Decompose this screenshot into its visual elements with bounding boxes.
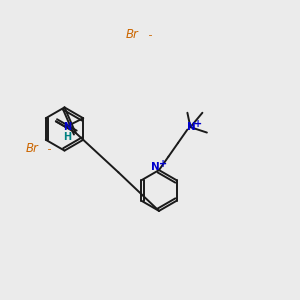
Text: Br: Br [26, 142, 38, 155]
Text: -: - [145, 29, 152, 40]
Text: N: N [151, 162, 160, 172]
Text: -: - [44, 143, 52, 154]
Text: Br: Br [126, 28, 139, 41]
Text: +: + [194, 119, 202, 129]
Text: N: N [187, 122, 195, 132]
Text: H: H [63, 133, 71, 142]
Text: N: N [63, 122, 71, 132]
Text: +: + [158, 159, 167, 169]
